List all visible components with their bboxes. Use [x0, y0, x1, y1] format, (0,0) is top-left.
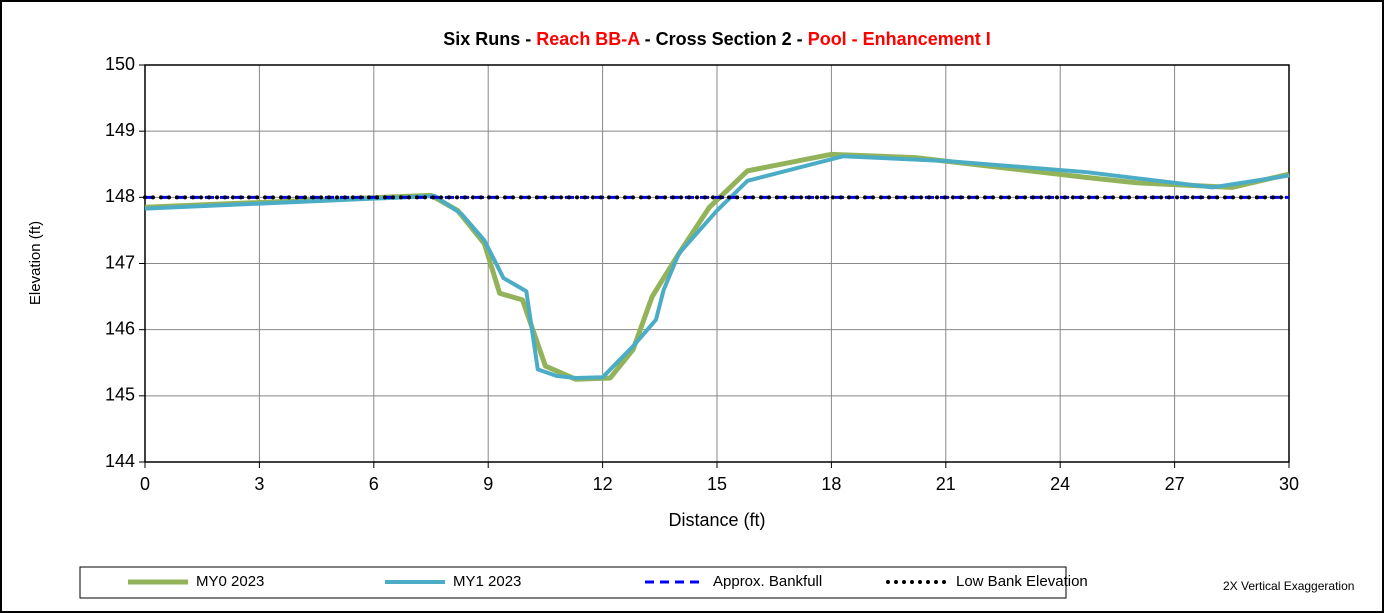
series-line	[144, 151, 1290, 382]
series-line	[144, 154, 1290, 380]
y-axis-label: Elevation (ft)	[27, 221, 44, 305]
x-tick-label: 12	[593, 474, 613, 494]
y-tick-label: 147	[105, 252, 135, 272]
x-tick-label: 21	[936, 474, 956, 494]
title-part: Six Runs -	[443, 29, 536, 49]
x-tick-label: 6	[369, 474, 379, 494]
chart-title: Six Runs - Reach BB-A - Cross Section 2 …	[443, 29, 990, 49]
x-tick-label: 9	[483, 474, 493, 494]
x-tick-label: 30	[1279, 474, 1299, 494]
y-tick-label: 149	[105, 120, 135, 140]
x-tick-label: 24	[1050, 474, 1070, 494]
y-tick-label: 150	[105, 54, 135, 74]
x-tick-label: 15	[707, 474, 727, 494]
legend-label: Approx. Bankfull	[713, 573, 822, 590]
annotation: 2X Vertical Exaggeration	[1223, 579, 1354, 593]
title-part: Reach BB-A	[536, 29, 640, 49]
title-part: Pool - Enhancement I	[808, 29, 991, 49]
x-tick-label: 27	[1165, 474, 1185, 494]
plot-border	[144, 64, 1290, 463]
y-tick-label: 148	[105, 186, 135, 206]
x-tick-label: 3	[254, 474, 264, 494]
legend-box	[79, 566, 1067, 599]
y-tick-label: 145	[105, 385, 135, 405]
legend-label: MY0 2023	[196, 573, 264, 590]
y-tick-label: 146	[105, 318, 135, 338]
legend-label: Low Bank Elevation	[956, 573, 1088, 590]
x-tick-label: 0	[140, 474, 150, 494]
x-tick-label: 18	[821, 474, 841, 494]
x-axis-label: Distance (ft)	[668, 510, 765, 530]
y-tick-label: 144	[105, 451, 135, 471]
title-part: - Cross Section 2 -	[640, 29, 808, 49]
legend-label: MY1 2023	[453, 573, 521, 590]
